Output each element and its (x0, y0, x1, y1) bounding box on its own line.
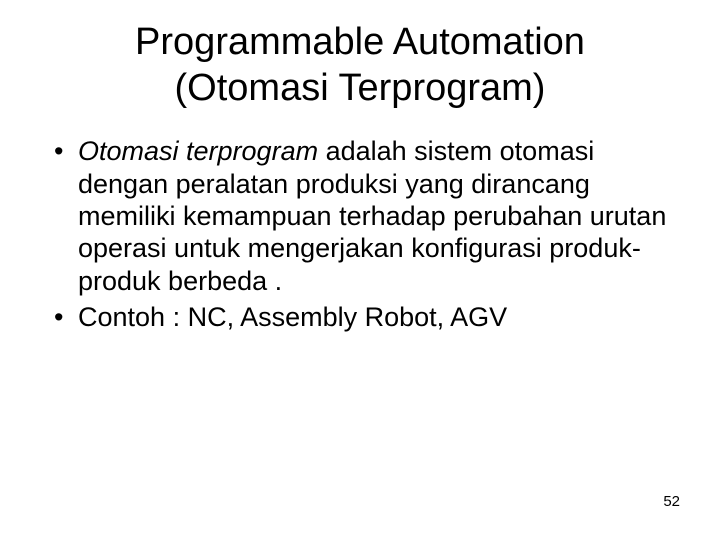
page-number: 52 (663, 493, 680, 510)
title-line-2: (Otomasi Terprogram) (175, 67, 546, 109)
slide-title: Programmable Automation (Otomasi Terprog… (40, 20, 680, 111)
list-item: Contoh : NC, Assembly Robot, AGV (50, 301, 680, 333)
slide: Programmable Automation (Otomasi Terprog… (0, 0, 720, 540)
title-line-1: Programmable Automation (135, 21, 585, 63)
slide-body: Otomasi terprogram adalah sistem otomasi… (40, 135, 680, 333)
bullet-text: Contoh : NC, Assembly Robot, AGV (78, 302, 507, 332)
list-item: Otomasi terprogram adalah sistem otomasi… (50, 135, 680, 297)
bullet-italic-prefix: Otomasi terprogram (78, 136, 318, 166)
bullet-list: Otomasi terprogram adalah sistem otomasi… (50, 135, 680, 333)
